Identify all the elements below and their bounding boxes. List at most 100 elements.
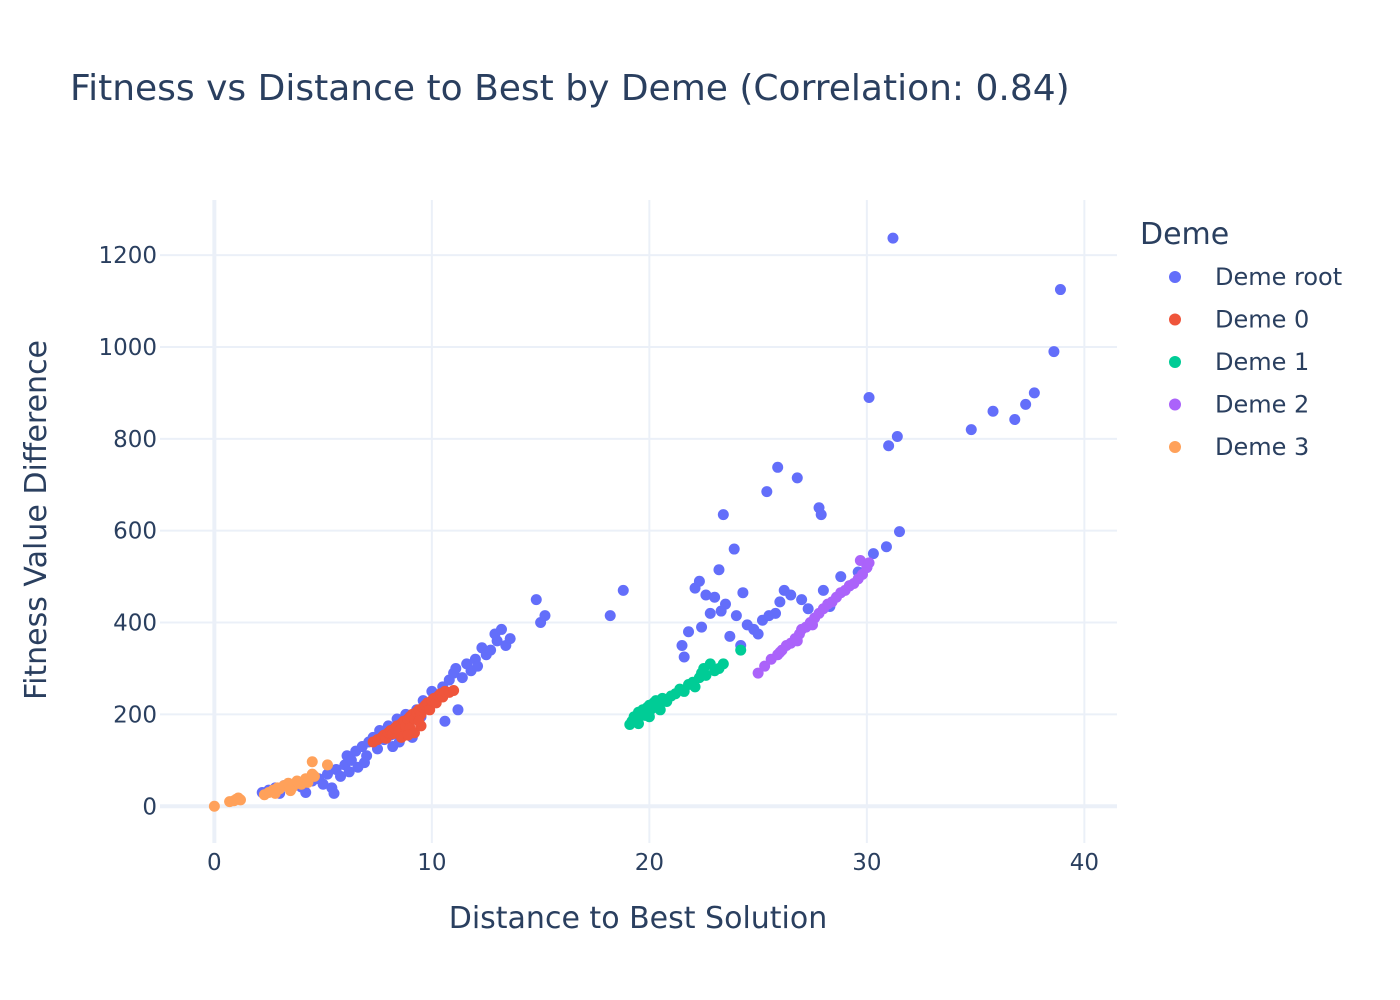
data-point [867,548,879,560]
data-point [774,646,786,658]
data-point [485,644,497,656]
data-point [300,786,312,798]
y-tick-label: 1200 [98,243,157,269]
data-point [530,594,542,606]
data-point [796,594,808,606]
data-point [704,607,716,619]
data-point [785,589,797,601]
data-point [402,729,414,741]
data-point [709,591,721,603]
data-point [439,715,451,727]
data-point [965,424,977,436]
y-tick-label: 0 [142,794,157,820]
data-point [424,704,436,716]
data-point [815,509,827,521]
series-deme-1 [624,644,747,731]
data-point [321,768,333,780]
data-point [883,440,895,452]
data-point [854,555,866,567]
data-point [774,596,786,608]
y-tick-label: 600 [113,519,157,545]
series-deme-0 [367,685,460,748]
data-point [791,472,803,484]
legend-title: Deme [1140,217,1229,252]
x-tick-label: 30 [852,850,881,876]
data-point [1054,284,1066,296]
data-point [306,756,318,768]
data-point [678,651,690,663]
x-tick-label: 40 [1070,850,1099,876]
data-point [335,770,347,782]
legend-marker [1169,398,1181,411]
data-point [450,662,462,674]
y-tick-label: 800 [113,427,157,453]
data-point [472,660,484,672]
legend-item[interactable]: Deme 3 [1169,433,1309,461]
chart-title: Fitness vs Distance to Best by Deme (Cor… [70,68,1070,109]
legend-label: Deme 3 [1215,433,1309,461]
data-point [452,704,464,716]
data-point [735,644,747,656]
y-axis-title: Fitness Value Difference [19,340,54,700]
data-point [676,640,688,652]
legend-item[interactable]: Deme 0 [1169,306,1309,334]
legend-marker [1169,271,1181,283]
plot-points [208,232,1066,812]
data-point [345,754,357,766]
legend-marker [1169,441,1181,453]
data-point [328,787,340,799]
data-point [720,598,731,610]
data-point [643,711,655,723]
series-deme-2 [752,555,875,679]
data-point [448,685,460,697]
data-point [1028,387,1040,399]
grid [160,200,1117,843]
legend-marker [1169,313,1181,326]
y-tick-label: 1000 [98,335,157,361]
data-point [880,541,892,553]
data-point [772,461,784,473]
data-point [321,759,333,771]
data-point [887,232,899,244]
x-tick-label: 20 [635,850,664,876]
legend-label: Deme 0 [1215,306,1309,334]
data-point [752,628,764,640]
data-point [863,391,875,403]
data-point [683,626,695,638]
data-point [617,584,629,596]
legend: Deme Deme root Deme 0 Deme 1 Deme 2 Deme 3 [1140,217,1342,461]
data-point [633,718,644,730]
data-point [891,431,903,443]
data-point [1020,398,1032,410]
data-point [770,607,782,619]
x-axis-title: Distance to Best Solution [449,901,828,936]
data-point [717,658,729,670]
x-tick-label: 10 [417,850,446,876]
data-point [696,621,708,633]
legend-label: Deme 2 [1215,391,1309,419]
data-point [700,669,712,681]
data-point [269,787,281,799]
data-point [285,785,296,797]
data-point [361,750,373,762]
data-point [724,630,736,642]
y-tick-label: 200 [113,702,157,728]
legend-item[interactable]: Deme root [1169,263,1342,291]
legend-item[interactable]: Deme 1 [1169,348,1309,376]
data-point [504,633,516,645]
data-point [308,770,320,782]
data-point [761,486,773,498]
data-point [730,610,742,622]
data-point [1048,346,1060,358]
legend-item[interactable]: Deme 2 [1169,391,1309,419]
data-point [208,800,220,812]
data-point [863,557,875,569]
x-tick-label: 0 [207,850,222,876]
series-deme-3 [208,756,333,812]
data-point [807,619,818,631]
data-point [693,575,705,587]
data-point [491,635,503,647]
data-point [817,584,829,596]
